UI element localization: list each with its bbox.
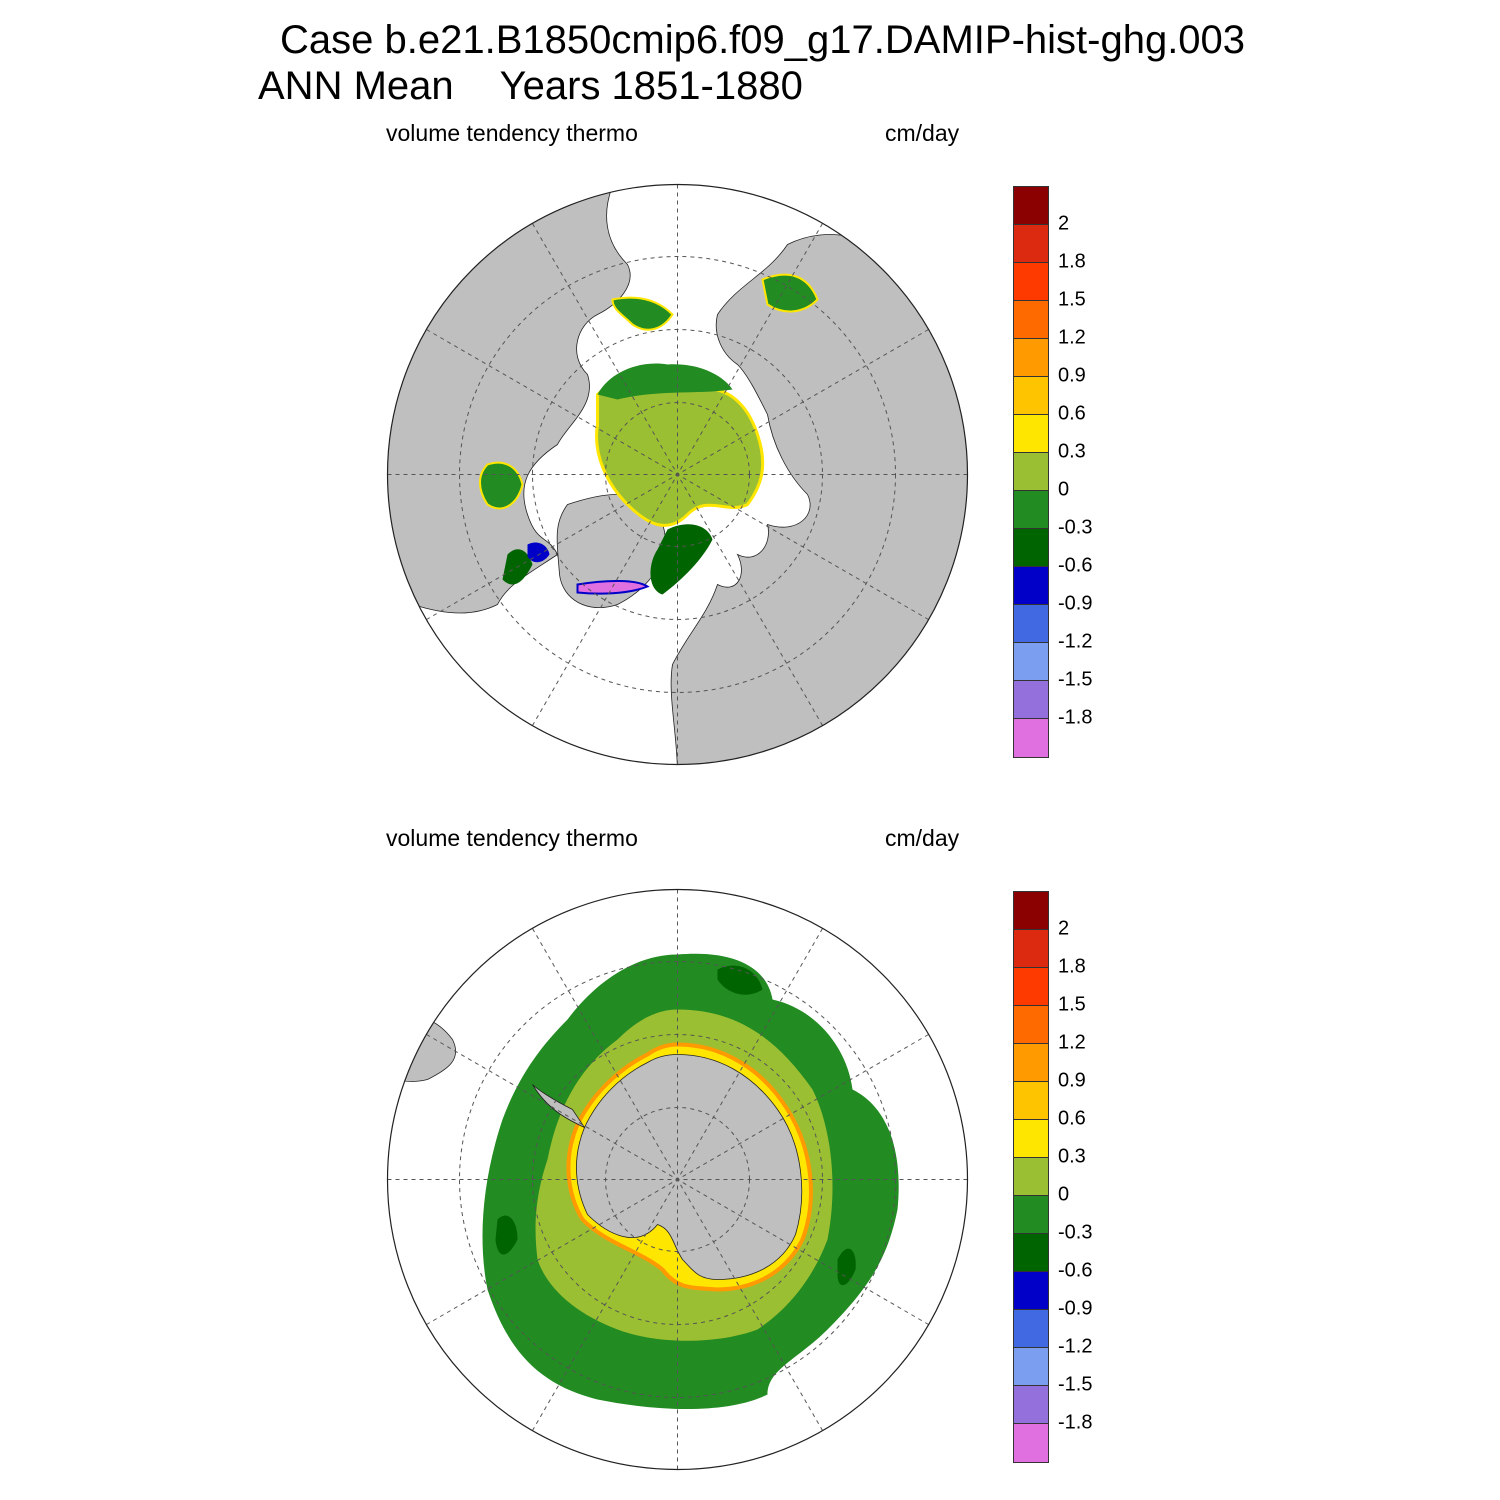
colorbar-box bbox=[1013, 186, 1049, 225]
colorbar-tick-label: -1.2 bbox=[1058, 1335, 1093, 1358]
colorbar-box bbox=[1013, 262, 1049, 301]
years-label: Years 1851-1880 bbox=[499, 64, 803, 108]
colorbar-tick-label: 0.6 bbox=[1058, 402, 1086, 425]
north-map-border bbox=[386, 183, 969, 766]
colorbar-tick-label: 0.9 bbox=[1058, 364, 1086, 387]
colorbar-box bbox=[1013, 1271, 1049, 1310]
colorbar-box bbox=[1013, 1119, 1049, 1158]
colorbar-box bbox=[1013, 1043, 1049, 1082]
southern-ocean-ice-dark-1 bbox=[837, 1248, 856, 1286]
southern-ocean-ice-dark-3 bbox=[717, 965, 763, 995]
south-graticule bbox=[387, 889, 968, 1470]
colorbar-tick-label: 0.9 bbox=[1058, 1069, 1086, 1092]
north-colorbar: 2 1.8 1.5 1.2 0.9 0.6 0.3 0 -0.3 -0.6 -0.9 -1.2 -1.5… bbox=[1013, 186, 1092, 758]
colorbar-box bbox=[1013, 967, 1049, 1006]
greenland-sea-strong bbox=[576, 579, 650, 595]
colorbar-box bbox=[1013, 1081, 1049, 1120]
north-panel-units: cm/day bbox=[885, 120, 960, 146]
colorbar-tick-label: 1.5 bbox=[1058, 993, 1086, 1016]
colorbar-box bbox=[1013, 1423, 1049, 1463]
southern-ocean-ice-dark-2 bbox=[495, 1215, 518, 1255]
colorbar-box bbox=[1013, 452, 1049, 491]
north-polar-map bbox=[386, 183, 969, 766]
colorbar-tick-label: -1.2 bbox=[1058, 630, 1093, 653]
okhotsk-ice bbox=[761, 273, 819, 313]
colorbar-tick-label: 1.8 bbox=[1058, 250, 1086, 273]
colorbar-box bbox=[1013, 1385, 1049, 1424]
colorbar-tick-label: -0.3 bbox=[1058, 516, 1093, 539]
north-panel-title: volume tendency thermo bbox=[386, 120, 638, 146]
colorbar-tick-label: 0.3 bbox=[1058, 1145, 1086, 1168]
colorbar-box bbox=[1013, 566, 1049, 605]
colorbar-box bbox=[1013, 680, 1049, 719]
colorbar-box bbox=[1013, 642, 1049, 681]
colorbar-tick-label: -1.5 bbox=[1058, 1373, 1093, 1396]
colorbar-tick-label: -0.9 bbox=[1058, 592, 1093, 615]
colorbar-tick-label: 2 bbox=[1058, 917, 1070, 940]
labrador-ice-strong bbox=[527, 542, 550, 563]
colorbar-tick-label: 0.6 bbox=[1058, 1107, 1086, 1130]
colorbar-box bbox=[1013, 376, 1049, 415]
colorbar-tick-label: 0.3 bbox=[1058, 440, 1086, 463]
colorbar-box bbox=[1013, 490, 1049, 529]
south-map-border bbox=[386, 888, 969, 1471]
colorbar-tick-label: 1.8 bbox=[1058, 955, 1086, 978]
colorbar-tick-label: -1.5 bbox=[1058, 668, 1093, 691]
colorbar-box bbox=[1013, 1005, 1049, 1044]
colorbar-box bbox=[1013, 300, 1049, 339]
colorbar-box bbox=[1013, 1233, 1049, 1272]
north-graticule bbox=[387, 184, 968, 765]
colorbar-tick-label: 1.2 bbox=[1058, 326, 1086, 349]
colorbar-box bbox=[1013, 1195, 1049, 1234]
colorbar-box bbox=[1013, 414, 1049, 453]
colorbar-tick-label: 0 bbox=[1058, 1183, 1070, 1206]
south-polar-map bbox=[386, 888, 969, 1471]
colorbar-box bbox=[1013, 338, 1049, 377]
colorbar-box bbox=[1013, 718, 1049, 758]
colorbar-tick-label: 0 bbox=[1058, 478, 1070, 501]
colorbar-tick-label: -0.9 bbox=[1058, 1297, 1093, 1320]
arctic-ice-negative bbox=[597, 363, 733, 400]
hudson-ice bbox=[479, 461, 524, 510]
period-label: ANN Mean bbox=[258, 64, 454, 108]
colorbar-box bbox=[1013, 1347, 1049, 1386]
colorbar-box bbox=[1013, 224, 1049, 263]
case-title: Case b.e21.B1850cmip6.f09_g17.DAMIP-hist… bbox=[280, 18, 1246, 62]
colorbar-box bbox=[1013, 929, 1049, 968]
colorbar-box bbox=[1013, 1309, 1049, 1348]
period-title: ANN Mean Years 1851-1880 bbox=[258, 64, 803, 109]
greenland-sea-ice bbox=[650, 524, 713, 595]
colorbar-tick-label: 2 bbox=[1058, 212, 1070, 235]
colorbar-tick-label: -1.8 bbox=[1058, 1411, 1093, 1434]
colorbar-box bbox=[1013, 891, 1049, 930]
south-panel-title: volume tendency thermo bbox=[386, 825, 638, 851]
antarctic-peninsula bbox=[532, 1084, 586, 1129]
colorbar-tick-label: 1.5 bbox=[1058, 288, 1086, 311]
colorbar-box bbox=[1013, 528, 1049, 567]
colorbar-tick-label: -0.6 bbox=[1058, 554, 1093, 577]
colorbar-box bbox=[1013, 604, 1049, 643]
colorbar-tick-label: -0.6 bbox=[1058, 1259, 1093, 1282]
colorbar-box bbox=[1013, 1157, 1049, 1196]
colorbar-tick-label: 1.2 bbox=[1058, 1031, 1086, 1054]
colorbar-tick-label: -1.8 bbox=[1058, 706, 1093, 729]
south-colorbar: 2 1.8 1.5 1.2 0.9 0.6 0.3 0 -0.3 -0.6 -0.9 -1.2 -1.5… bbox=[1013, 891, 1092, 1463]
bering-ice bbox=[611, 296, 674, 331]
south-panel-units: cm/day bbox=[885, 825, 960, 851]
colorbar-tick-label: -0.3 bbox=[1058, 1221, 1093, 1244]
